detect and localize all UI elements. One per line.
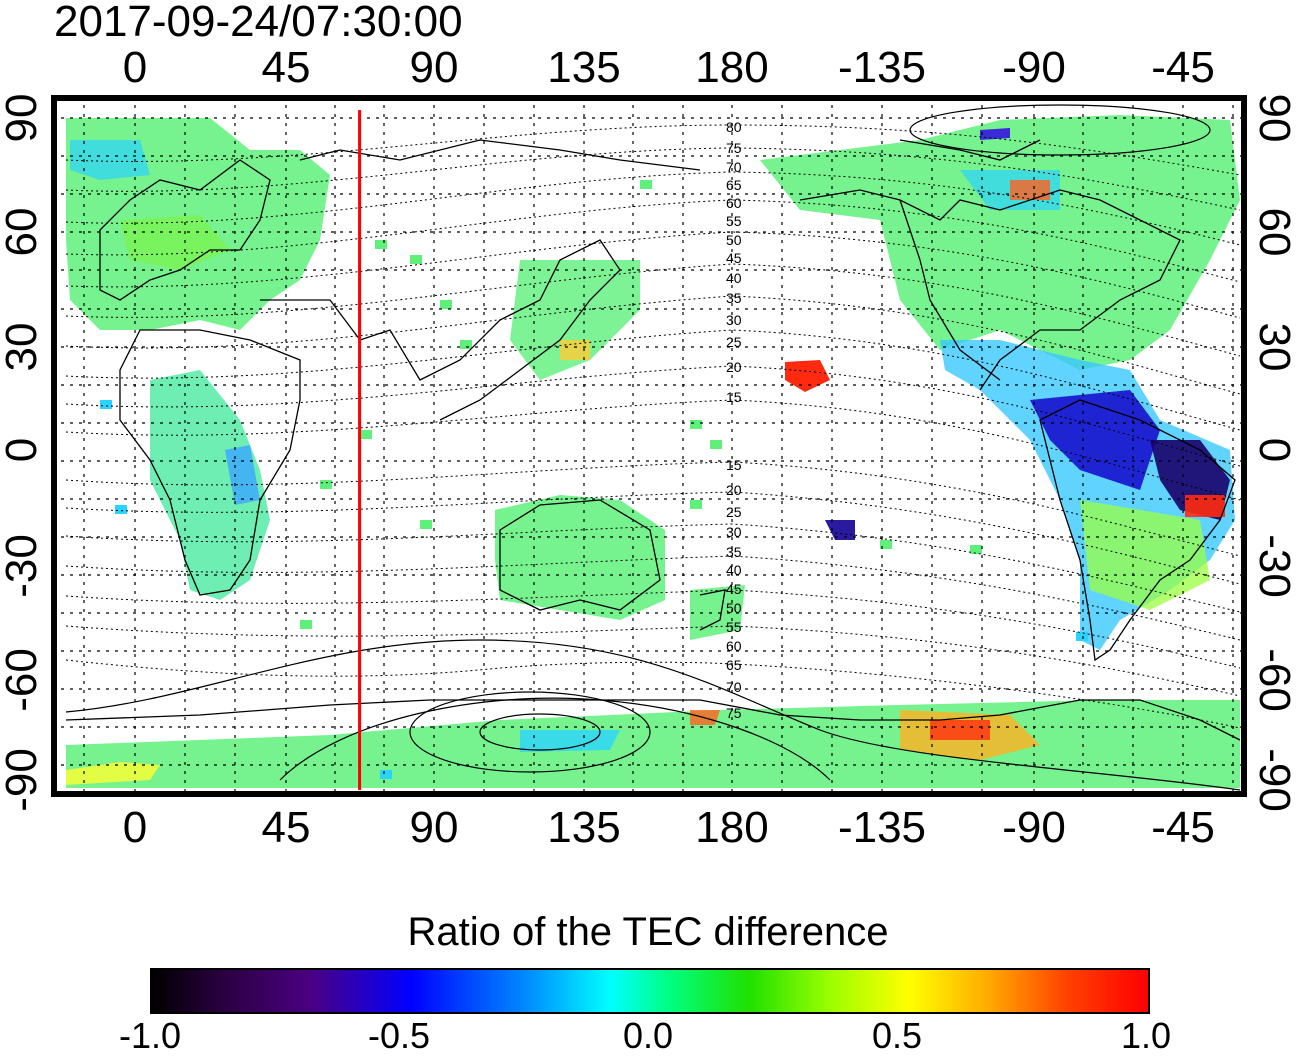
bottom-lon-label: 180: [695, 803, 769, 852]
contour-label: 55: [726, 619, 742, 635]
contour-label: 40: [726, 562, 742, 578]
contour-label: 60: [726, 195, 742, 211]
bottom-lon-label: -90: [1002, 803, 1066, 852]
contour-label: 20: [726, 482, 742, 498]
top-lon-label: 135: [547, 43, 621, 92]
colorbar-title: Ratio of the TEC difference: [407, 910, 889, 954]
top-lon-label: 90: [409, 43, 459, 92]
top-lon-label: 0: [122, 43, 148, 92]
bottom-lon-label: 90: [409, 803, 459, 852]
contour-label: 75: [726, 705, 742, 721]
contour-label: 45: [726, 250, 742, 266]
coastlines: [65, 139, 1241, 741]
contour-label: 60: [726, 638, 742, 654]
top-lon-label: -45: [1151, 43, 1215, 92]
bottom-lon-label: 135: [547, 803, 621, 852]
aurora-oval-contours: [65, 104, 1241, 791]
bottom-lon-label: -45: [1151, 803, 1215, 852]
bottom-lon-label: 45: [261, 803, 311, 852]
map-timestamp-title: 2017-09-24/07:30:00: [54, 0, 463, 46]
contour-label: 30: [726, 524, 742, 540]
contour-label: 75: [726, 140, 742, 156]
colorbar-tick: 0.5: [871, 1015, 923, 1056]
top-lon-label: 180: [695, 43, 769, 92]
contour-label: 35: [726, 290, 742, 306]
contour-label: 25: [726, 504, 742, 520]
tec-map: 80 75 70 65 60 55 50 45 40 35 30 25 20 15 15 20 25 30 35 40…: [51, 95, 1247, 797]
colorbar-tick: 0.0: [622, 1015, 674, 1056]
contour-label: 70: [726, 679, 742, 695]
map-frame: [51, 95, 1247, 797]
contour-label: 65: [726, 177, 742, 193]
colorbar-tick: -0.5: [367, 1015, 431, 1056]
magnetic-contours: [65, 124, 1241, 729]
top-lon-label: 45: [261, 43, 311, 92]
colorbar-tick: -1.0: [118, 1015, 182, 1056]
top-lon-label: -90: [1002, 43, 1066, 92]
contour-label: 35: [726, 544, 742, 560]
bottom-lon-label: -135: [837, 803, 927, 852]
contour-label: 15: [726, 457, 742, 473]
tec-data-patches: [66, 115, 1240, 788]
contour-label: 20: [726, 359, 742, 375]
colorbar: [150, 968, 1150, 1014]
top-lon-label: -135: [837, 43, 927, 92]
contour-label: 25: [726, 334, 742, 350]
contour-label: 30: [726, 312, 742, 328]
contour-labels: 80 75 70 65 60 55 50 45 40 35 30 25 20 15 15 20 25 30 35 40…: [726, 119, 742, 721]
contour-label: 40: [726, 270, 742, 286]
contour-label: 80: [726, 119, 742, 135]
contour-label: 65: [726, 657, 742, 673]
colorbar-tick: 1.0: [1120, 1015, 1172, 1056]
contour-label: 15: [726, 389, 742, 405]
contour-label: 50: [726, 600, 742, 616]
contour-label: 70: [726, 159, 742, 175]
contour-label: 55: [726, 213, 742, 229]
contour-label: 45: [726, 581, 742, 597]
bottom-lon-label: 0: [122, 803, 148, 852]
contour-label: 50: [726, 232, 742, 248]
